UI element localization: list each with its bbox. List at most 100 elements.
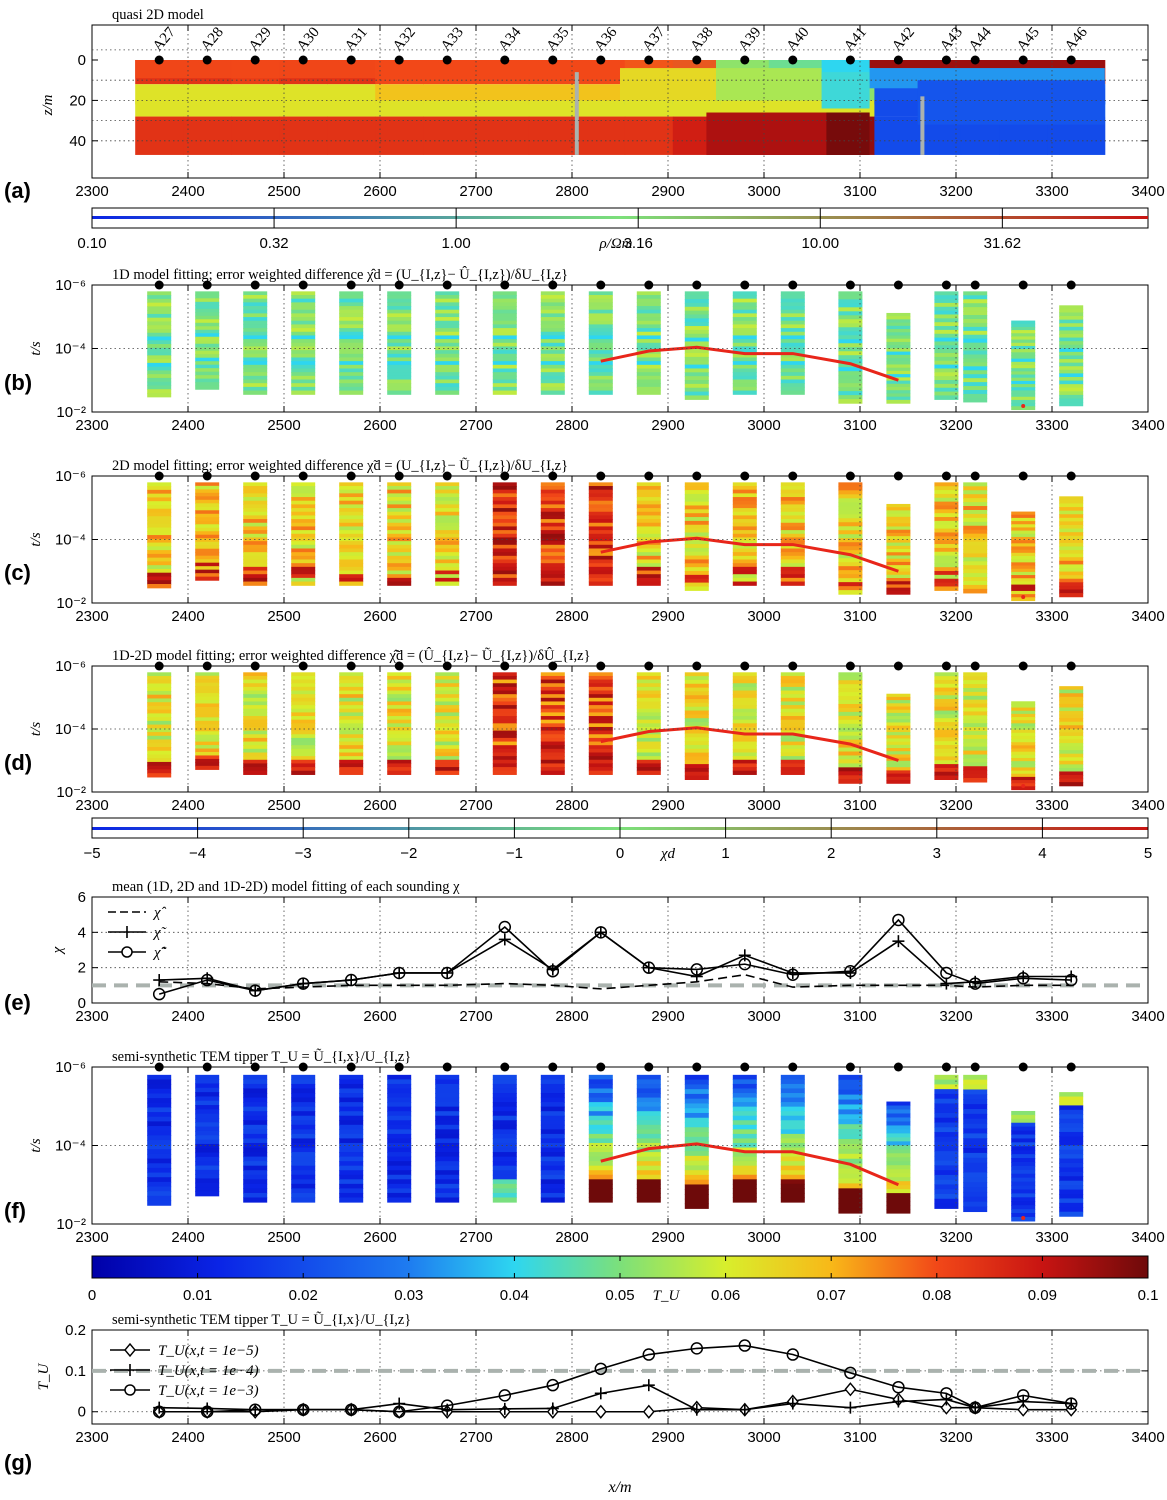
panel-d-strip-cell [636,723,661,728]
panel-f-strip-cell [886,1193,911,1198]
panel-f-strip-cell [636,1115,661,1121]
panel-b-strip-cell [492,372,517,377]
panel-d-strip-cell [684,741,709,746]
panel-f-strip-cell [147,1140,172,1146]
panel-c-strip-cell [886,552,911,557]
panel-c-strip-cell [492,500,517,505]
panel-b-strip-cell [684,353,709,358]
panel-c-strip-cell [780,504,805,509]
panel-b-strip-cell [684,341,709,346]
panel-f-strip-cell [147,1181,172,1188]
panel-d-strip-cell [339,759,364,765]
panel-d-strip-cell [780,748,805,754]
panel-c-strip-cell [636,566,661,572]
panel-b-strip-cell [588,331,613,337]
panel-c-strip-cell [838,518,863,523]
panel-c-strip-cell [540,533,565,539]
panel-d-strip-cell [963,734,988,740]
panel-c-strip-cell [195,562,220,567]
panel-b-strip-cell [435,317,460,322]
panel-f-station-dot [845,1062,855,1072]
panel-d-strip-cell [886,712,911,717]
panel-c-ytick-label: 10⁻⁴ [55,532,86,549]
panel-f-xtick-label: 2500 [267,1229,300,1246]
panel-b-strip-cell [243,331,268,337]
panel-f-strip-cell [684,1174,709,1181]
panel-b-strip-cell [147,298,172,304]
panel-c-strip-cell [147,519,172,525]
panel-d-strip-cell [963,680,988,685]
panel-d-strip-cell [540,763,565,768]
panel-f-strip-cell [1011,1158,1036,1163]
panel-d-strip-cell [435,767,460,772]
panel-b-strip-cell [886,374,911,378]
panel-c-strip-cell [1059,521,1084,526]
tipper-colorbar-tick-label: 0.1 [1138,1287,1159,1304]
panel-d-strip-cell [838,680,863,685]
panel-c-strip-cell [934,551,959,557]
panel-f-strip-cell [780,1097,805,1103]
panel-c-strip-cell [1059,510,1084,515]
panel-c-strip-cell [636,563,661,568]
panel-c-strip-cell [732,511,757,517]
panel-d-strip-cell [732,723,757,728]
panel-d-strip-cell [492,672,517,677]
panel-f-strip-cell [387,1197,412,1203]
panel-c-xtick-label: 2500 [267,608,300,625]
panel-f-strip-cell [1011,1122,1036,1128]
panel-c-strip-cell [492,530,517,535]
panel-b-strip-cell [435,309,460,314]
panel-c-strip-cell [934,490,959,495]
panel-d-strip-cell [636,690,661,695]
panel-b-strip-cell [963,378,988,383]
panel-f-strip-cell [886,1129,911,1134]
panel-a-title: quasi 2D model [112,7,204,23]
panel-c-strip-cell [492,533,517,539]
panel-c-strip-cell [838,482,863,487]
panel-f-strip-cell [540,1074,565,1080]
panel-f-strip-cell [195,1100,220,1106]
panel-c-strip-cell [435,489,460,494]
panel-c-strip-cell [934,520,959,526]
panel-c-strip-cell [732,526,757,531]
panel-f-strip-cell [291,1120,316,1126]
rho-colorbar-label: ρ/Ωm [598,236,632,252]
panel-d-strip-cell [684,748,709,754]
panel-d-strip-cell [387,763,412,768]
panel-d-station-dot [740,661,750,671]
panel-c-strip-cell [291,537,316,542]
panel-f-strip-cell [684,1194,709,1200]
panel-c-strip-cell [963,498,988,503]
panel-e-xtick-label: 3100 [843,1008,876,1025]
panel-f-strip-cell [540,1170,565,1176]
panel-f-strip-cell [339,1074,364,1080]
panel-f-strip-cell [387,1124,412,1130]
panel-c-strip-cell [684,501,709,507]
panel-f-strip-cell [492,1170,517,1176]
panel-c-strip-cell [435,482,460,487]
panel-f-strip-cell [492,1111,517,1117]
panel-d-strip-cell [732,719,757,724]
panel-f-strip-cell [1059,1194,1084,1200]
panel-b-strip-cell [780,390,805,395]
panel-f-tipper-heatmap: semi-synthetic TEM tipper T_U = Ũ_{I,x}/… [28,1048,1165,1304]
panel-d-xtick-label: 2800 [555,797,588,814]
tipper-colorbar-tick-label: 0.02 [289,1287,318,1304]
panel-d-strip-cell [147,735,172,741]
panel-f-strip-cell [147,1177,172,1183]
panel-c-strip-cell [147,486,172,491]
panel-b-strip-cell [492,353,517,359]
panel-f-letter: (f) [4,1198,26,1223]
panel-d-strip-cell [291,730,316,735]
panel-f-strip-cell [934,1174,959,1181]
panel-b-strip-cell [636,383,661,388]
panel-c-strip-cell [934,493,959,499]
panel-g-marker-circle [546,1378,560,1392]
panel-b-strip-cell [1011,371,1036,376]
panel-d-strip-cell [291,701,316,706]
panel-b-strip-cell [588,379,613,384]
panel-c-strip-cell [1059,571,1084,576]
panel-d-strip-cell [195,751,220,757]
panel-b-strip-cell [838,339,863,344]
panel-b-strip-cell [195,340,220,345]
